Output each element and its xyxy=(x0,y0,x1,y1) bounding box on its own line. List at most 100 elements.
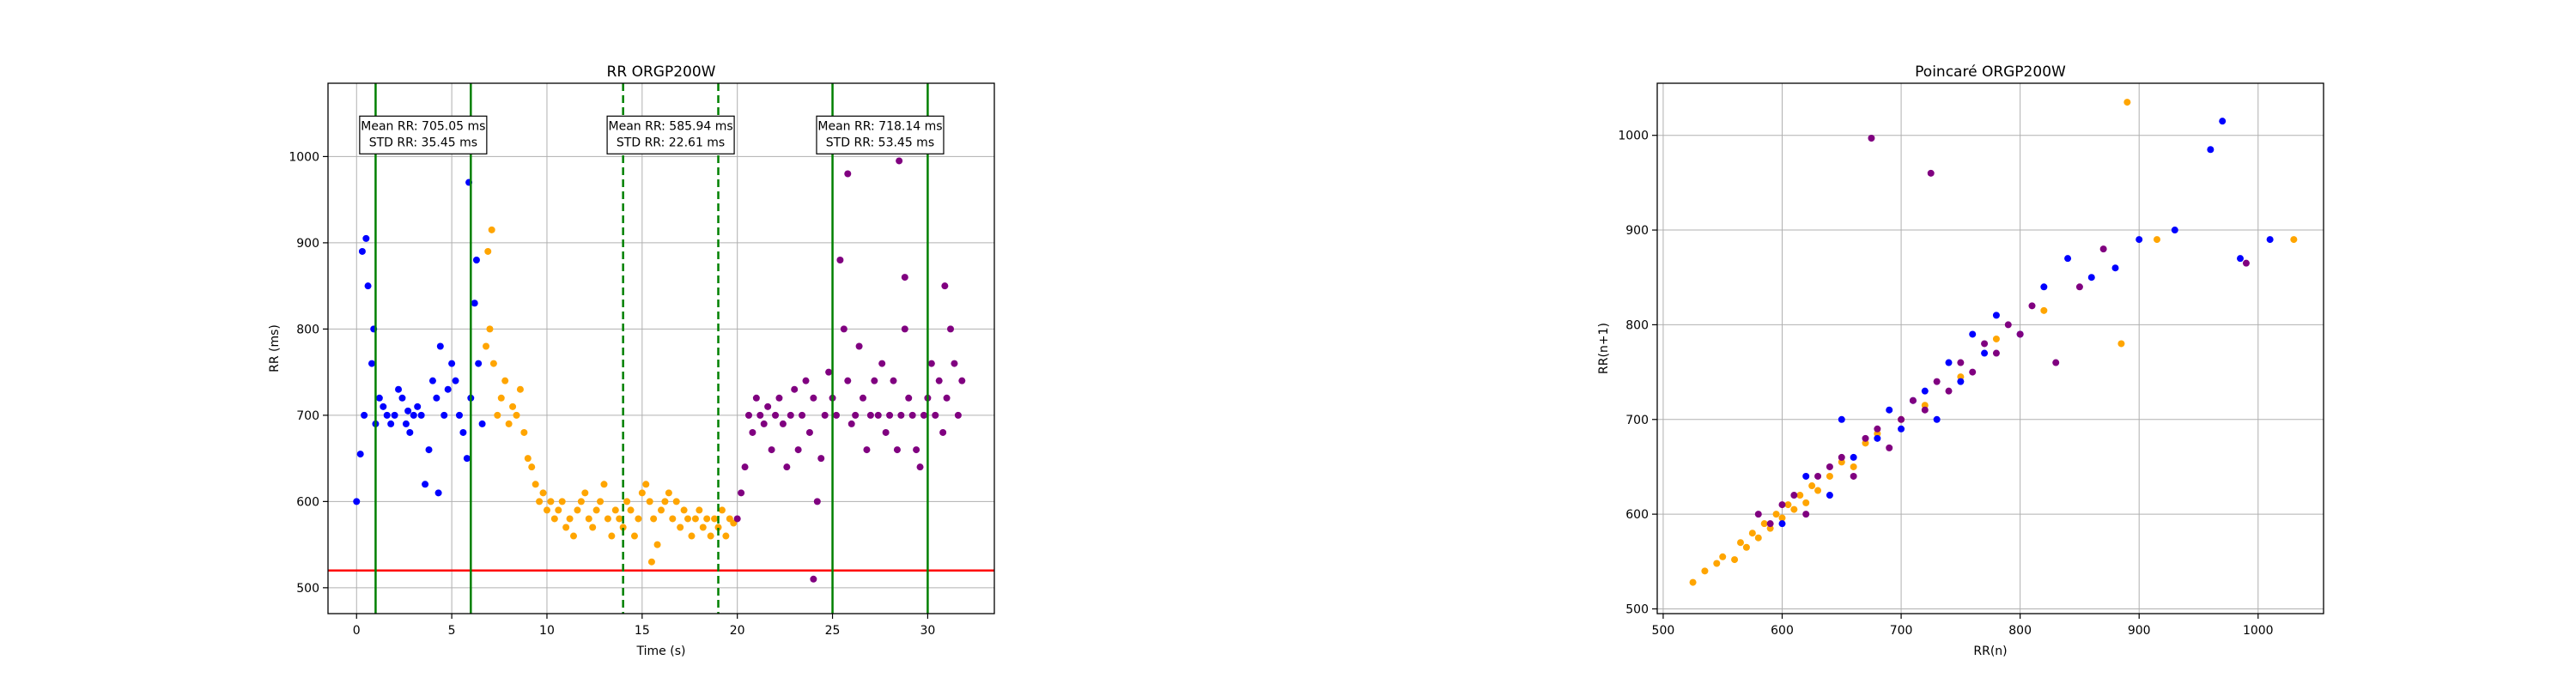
annotation-text: Mean RR: 705.05 ms xyxy=(361,119,485,133)
data-point xyxy=(484,247,492,255)
data-point xyxy=(1957,378,1965,385)
y-tick-label: 700 xyxy=(296,409,319,423)
plot-frame xyxy=(1656,82,2324,614)
data-point xyxy=(2087,274,2095,281)
x-tick-label: 25 xyxy=(825,624,841,638)
data-point xyxy=(1778,514,1786,522)
data-point xyxy=(404,407,412,415)
data-point xyxy=(1766,520,1774,528)
data-point xyxy=(760,420,768,427)
data-point xyxy=(787,411,794,419)
data-point xyxy=(653,541,661,548)
data-point xyxy=(733,515,741,523)
data-point xyxy=(630,532,638,540)
plot-area xyxy=(328,83,994,614)
data-point xyxy=(406,428,414,436)
y-tick-label: 700 xyxy=(1625,414,1649,427)
data-point xyxy=(471,300,478,307)
data-point xyxy=(2111,264,2119,272)
data-point xyxy=(361,411,368,419)
data-point xyxy=(642,481,650,488)
data-point xyxy=(886,411,894,419)
data-point xyxy=(1754,534,1762,542)
data-point xyxy=(472,257,480,263)
data-point xyxy=(650,515,658,523)
data-point xyxy=(935,377,943,384)
data-point xyxy=(908,411,916,419)
data-point xyxy=(362,234,370,242)
data-point xyxy=(2171,227,2178,234)
data-point xyxy=(817,455,825,463)
data-point xyxy=(1957,373,1965,381)
data-point xyxy=(2040,283,2048,291)
x-axis-label: RR(n) xyxy=(1973,645,2007,658)
data-point xyxy=(543,506,550,514)
y-tick-label: 600 xyxy=(1625,508,1649,522)
annotation-text: STD RR: 35.45 ms xyxy=(369,136,477,149)
data-point xyxy=(1713,560,1721,567)
data-point xyxy=(848,420,855,427)
data-point xyxy=(2207,146,2215,154)
annotation-text: Mean RR: 585.94 ms xyxy=(609,119,733,133)
data-point xyxy=(417,411,425,419)
data-point xyxy=(2266,236,2274,244)
data-point xyxy=(2052,359,2060,366)
data-point xyxy=(1838,453,1845,461)
data-point xyxy=(752,394,760,402)
data-point xyxy=(436,342,444,350)
data-point xyxy=(387,420,395,427)
data-point xyxy=(2237,255,2244,263)
data-point xyxy=(505,420,513,427)
data-point xyxy=(2075,283,2083,291)
data-point xyxy=(1945,387,1953,395)
data-point xyxy=(901,325,908,333)
data-point xyxy=(1850,453,1857,461)
data-point xyxy=(513,411,520,419)
data-point xyxy=(494,411,501,419)
data-point xyxy=(1754,511,1762,518)
data-point xyxy=(1992,312,2000,319)
y-tick-label: 500 xyxy=(1625,602,1649,616)
data-point xyxy=(539,489,547,497)
data-point xyxy=(958,377,966,384)
y-axis-label: RR(n+1) xyxy=(1597,323,1611,374)
data-point xyxy=(691,515,699,523)
data-point xyxy=(680,506,688,514)
data-point xyxy=(1945,359,1953,366)
data-point xyxy=(744,411,752,419)
data-point xyxy=(1969,368,1977,376)
data-point xyxy=(688,532,696,540)
data-point xyxy=(866,411,874,419)
data-point xyxy=(1886,444,1893,451)
data-point xyxy=(1850,463,1857,470)
data-point xyxy=(2004,321,2012,329)
data-point xyxy=(489,360,497,367)
data-point xyxy=(810,394,817,402)
data-point xyxy=(647,558,655,566)
data-point xyxy=(852,411,860,419)
data-point xyxy=(1874,425,1881,433)
data-point xyxy=(1826,492,1833,499)
x-tick-label: 700 xyxy=(1890,624,1913,638)
data-point xyxy=(600,481,608,488)
data-point xyxy=(669,515,677,523)
data-point xyxy=(550,515,558,523)
data-point xyxy=(1796,492,1804,499)
data-point xyxy=(901,274,908,281)
data-point xyxy=(1802,511,1810,518)
data-point xyxy=(646,498,653,505)
data-point xyxy=(1838,415,1845,423)
data-point xyxy=(1701,567,1709,575)
data-point xyxy=(741,463,749,471)
annotation-box xyxy=(606,115,735,154)
data-point xyxy=(1957,359,1965,366)
data-point xyxy=(2154,236,2160,244)
data-point xyxy=(840,325,848,333)
data-point xyxy=(932,411,939,419)
data-point xyxy=(1814,487,1822,494)
data-point xyxy=(941,282,949,290)
x-tick-label: 0 xyxy=(353,624,361,638)
data-point xyxy=(444,385,452,393)
data-point xyxy=(597,498,605,505)
